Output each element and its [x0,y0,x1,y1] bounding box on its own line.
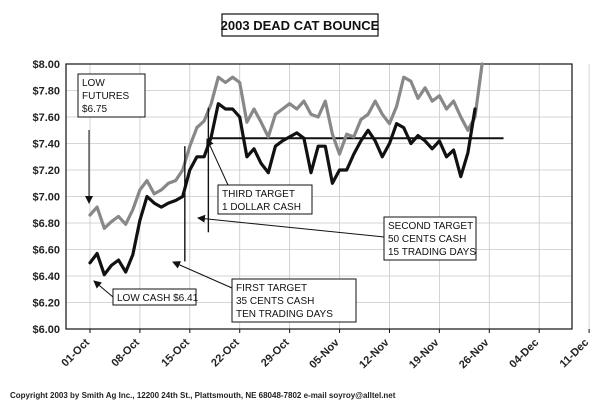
x-tick-label: 22-Oct [209,336,242,369]
arrow-first-target [172,261,233,289]
arrow-third-target [206,138,229,186]
svg-text:FUTURES: FUTURES [82,91,130,102]
svg-text:FIRST TARGET: FIRST TARGET [236,283,307,294]
series-layer [88,62,504,277]
y-tick-label: $6.20 [32,298,60,310]
x-tick-label: 29-Oct [259,336,292,369]
y-tick-label: $7.80 [32,86,60,98]
x-tick-label: 04-Dec [507,337,541,371]
y-tick-label: $6.80 [32,218,60,230]
svg-text:1 DOLLAR CASH: 1 DOLLAR CASH [222,202,301,213]
x-tick-label: 26-Nov [457,336,492,371]
series-line-1 [88,102,477,277]
x-tick-label: 08-Oct [109,336,142,369]
x-tick-label: 19-Nov [407,336,442,371]
svg-text:$6.75: $6.75 [82,104,107,115]
copyright-footer: Copyright 2003 by Smith Ag Inc., 12200 2… [10,391,396,400]
series-line-0 [88,62,484,230]
x-tick-label: 11-Dec [558,337,592,371]
annotation-low-futures: LOW FUTURES $6.75 [77,73,146,118]
svg-text:LOW CASH $6.41: LOW CASH $6.41 [117,293,199,304]
y-tick-label: $7.00 [32,192,60,204]
title-box [221,13,379,37]
svg-text:35 CENTS CASH: 35 CENTS CASH [236,296,314,307]
svg-text:TEN TRADING DAYS: TEN TRADING DAYS [236,309,333,320]
annotation-second-target: SECOND TARGET 50 CENTS CASH 15 TRADING D… [383,216,477,261]
x-tick-label: 12-Nov [357,336,392,371]
annotation-third-target: THIRD TARGET 1 DOLLAR CASH [217,184,313,215]
svg-text:THIRD TARGET: THIRD TARGET [222,189,295,200]
y-tick-label: $7.40 [32,139,60,151]
svg-text:15 TRADING DAYS: 15 TRADING DAYS [388,247,476,258]
x-tick-label: 01-Oct [59,336,92,369]
svg-text:SECOND TARGET: SECOND TARGET [388,221,473,232]
arrow-second-target [197,214,385,238]
marker-layer [184,107,210,262]
y-tick-label: $6.40 [32,271,60,283]
y-tick-label: $8.00 [32,59,60,71]
x-axis: 01-Oct 08-Oct 15-Oct 22-Oct 29-Oct 05-Nov 12-N… [59,329,592,371]
arrow-low-cash [93,280,114,298]
y-tick-label: $7.20 [32,165,60,177]
x-tick-label: 05-Nov [307,336,342,371]
annotation-low-cash: LOW CASH $6.41 [112,288,199,306]
y-tick-label: $7.60 [32,112,60,124]
annotation-first-target: FIRST TARGET 35 CENTS CASH TEN TRADING D… [231,278,357,323]
y-tick-label: $6.60 [32,245,60,257]
y-axis: $6.00 $6.20 $6.40 $6.60 $6.80 $7.00 $7.20 $7.40… [32,59,60,336]
x-tick-label: 15-Oct [159,336,192,369]
chart-title: 2003 DEAD CAT BOUNCE [221,18,380,33]
plot-area-border [65,63,573,330]
svg-text:LOW: LOW [82,78,105,89]
svg-text:50 CENTS CASH: 50 CENTS CASH [388,234,466,245]
y-tick-label: $6.00 [32,324,60,336]
